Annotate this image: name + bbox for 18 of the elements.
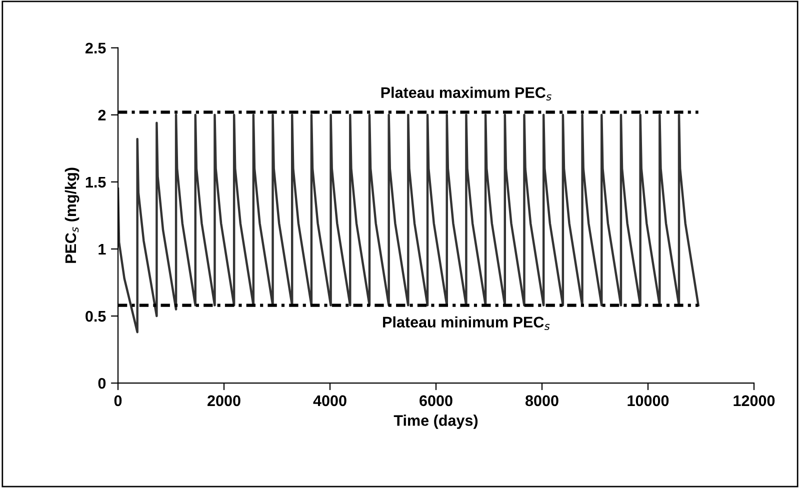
x-tick-label: 10000 [628, 395, 669, 406]
ref-line-label: Plateau minimum PEC$_{s}$ [383, 316, 550, 330]
x-tick-label: 2000 [208, 395, 240, 406]
x-tick-label: 8000 [525, 395, 558, 406]
y-tick-label: 2 [98, 110, 106, 120]
y-tick-label: 0 [98, 378, 106, 389]
y-tick-label: 0.5 [86, 310, 106, 322]
x-tick-label: 4000 [313, 395, 346, 406]
line-series [118, 114, 700, 334]
x-tick-label: 0 [114, 395, 122, 406]
y-tick-label: 2.5 [85, 42, 106, 54]
y-axis-title: PEC$_{s}$ (mg/kg) [64, 168, 80, 263]
x-tick-label: 12000 [734, 395, 775, 406]
x-axis-title: Time (days) [394, 414, 478, 429]
y-tick-label: 1.5 [86, 176, 106, 188]
x-tick-label: 6000 [420, 395, 452, 406]
ref-line-label: Plateau maximum PEC$_{s}$ [381, 86, 552, 100]
y-tick-label: 1 [98, 244, 106, 255]
